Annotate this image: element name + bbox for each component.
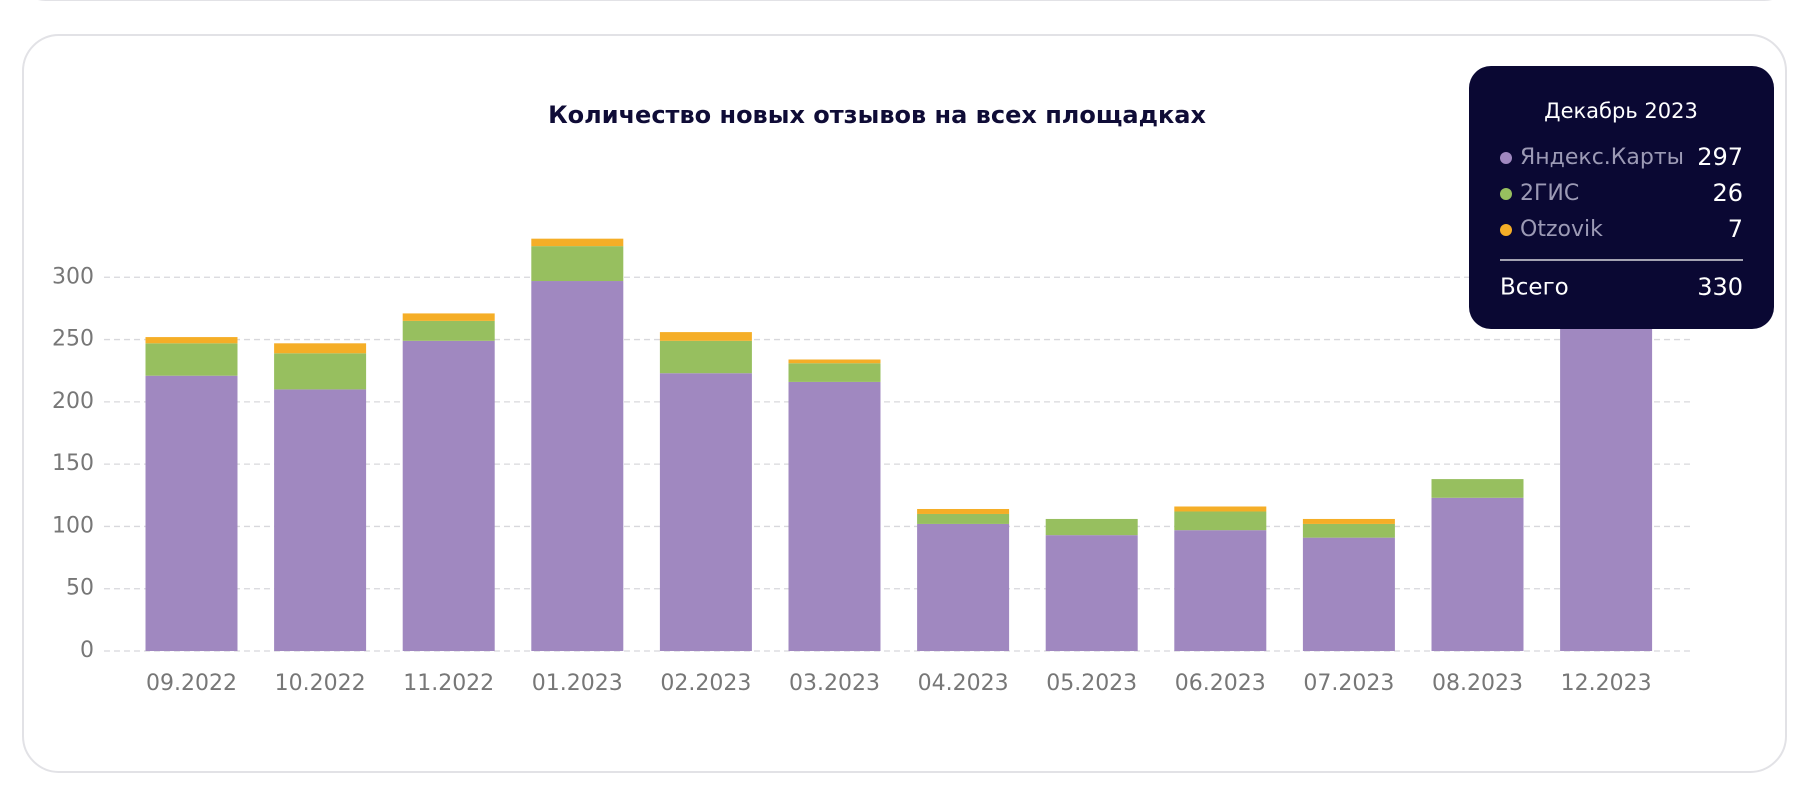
x-tick-label: 01.2023: [532, 671, 623, 696]
legend-dot: [1500, 224, 1512, 236]
bar-segment: [1174, 511, 1267, 531]
y-tick-label: 300: [52, 264, 94, 289]
bar-segment: [1302, 523, 1395, 538]
y-tick-label: 50: [66, 576, 94, 601]
bar-segment: [1174, 506, 1267, 512]
x-tick-label: 12.2023: [1561, 671, 1652, 696]
bar-segment: [659, 332, 752, 341]
bar-segment: [145, 343, 238, 376]
x-tick-label: 11.2022: [403, 671, 494, 696]
y-tick-label: 250: [52, 327, 94, 352]
bar-segment: [1302, 537, 1395, 651]
bar-segment: [1302, 518, 1395, 524]
bar-segment: [531, 281, 624, 651]
y-tick-label: 150: [52, 451, 94, 476]
tooltip-value: 7: [1728, 215, 1743, 243]
bar-segment: [402, 320, 495, 341]
x-tick-label: 07.2023: [1303, 671, 1394, 696]
bar-segment: [1431, 479, 1524, 498]
x-tick-label: 03.2023: [789, 671, 880, 696]
bar-segment: [788, 363, 881, 382]
tooltip-value: 297: [1697, 143, 1743, 171]
legend-label: Яндекс.Карты: [1520, 145, 1684, 170]
x-tick-label: 02.2023: [660, 671, 751, 696]
y-tick-label: 200: [52, 389, 94, 414]
bar-segment: [274, 343, 367, 354]
x-tick-label: 04.2023: [918, 671, 1009, 696]
x-tick-label: 09.2022: [146, 671, 237, 696]
legend-dot: [1500, 188, 1512, 200]
tooltip-value: 26: [1712, 179, 1743, 207]
bar-segment: [531, 246, 624, 282]
tooltip-title: Декабрь 2023: [1544, 99, 1698, 123]
tooltip-total-label: Всего: [1500, 275, 1569, 301]
x-tick-label: 05.2023: [1046, 671, 1137, 696]
bar-segment: [1431, 497, 1524, 651]
x-tick-label: 06.2023: [1175, 671, 1266, 696]
bar-segment: [145, 337, 238, 344]
bar-segment: [788, 359, 881, 364]
bar-segment: [917, 508, 1010, 514]
bar-segment: [1045, 535, 1138, 651]
x-tick-label: 08.2023: [1432, 671, 1523, 696]
bar-segment: [659, 340, 752, 374]
legend-dot: [1500, 152, 1512, 164]
bar-segment: [1560, 281, 1653, 651]
bar-segment: [1045, 518, 1138, 536]
chart-title: Количество новых отзывов на всех площадк…: [548, 101, 1206, 129]
tooltip-box: [1469, 66, 1774, 329]
legend-label: 2ГИС: [1520, 181, 1579, 206]
y-tick-label: 0: [80, 638, 94, 663]
bar-segment: [788, 381, 881, 651]
x-tick-label: 10.2022: [275, 671, 366, 696]
bar-segment: [659, 373, 752, 651]
bar-segment: [1174, 530, 1267, 651]
bar-segment: [274, 353, 367, 390]
bar-segment: [145, 375, 238, 651]
bar-segment: [274, 389, 367, 651]
bar-segment: [402, 313, 495, 321]
y-tick-label: 100: [52, 513, 94, 538]
legend-label: Otzovik: [1520, 217, 1603, 242]
bar-segment: [402, 340, 495, 651]
tooltip-total: 330: [1697, 273, 1743, 301]
bar-segment: [917, 523, 1010, 651]
bar-segment: [531, 238, 624, 247]
bar-segment: [917, 513, 1010, 524]
